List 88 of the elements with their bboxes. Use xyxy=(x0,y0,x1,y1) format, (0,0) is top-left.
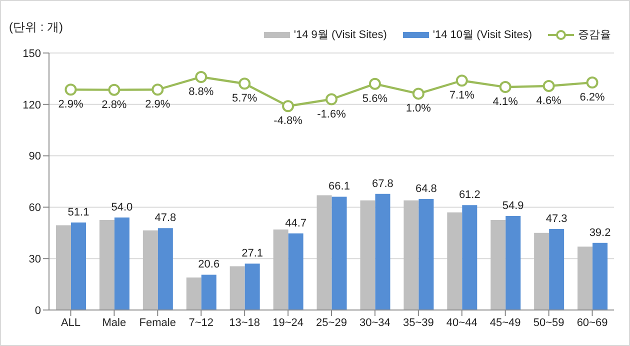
bar xyxy=(186,277,202,310)
y-tick-label: 90 xyxy=(28,150,41,163)
data-label: 39.2 xyxy=(589,226,611,239)
bar xyxy=(506,216,521,310)
legend-label: 증감율 xyxy=(578,28,611,42)
data-label: 4.1% xyxy=(492,96,518,108)
x-tick-label: 30~34 xyxy=(360,316,390,329)
point xyxy=(282,100,294,112)
bar xyxy=(316,195,332,310)
y-tick-label: 120 xyxy=(22,99,41,112)
x-tick-label: Male xyxy=(102,316,126,329)
point xyxy=(542,80,555,92)
bar xyxy=(375,194,390,310)
point xyxy=(64,84,77,96)
bar xyxy=(404,200,419,310)
data-label: 44.7 xyxy=(285,217,307,230)
data-label: 64.8 xyxy=(415,182,437,195)
point xyxy=(412,88,424,100)
data-label: 47.8 xyxy=(154,212,176,224)
x-tick-label: 13~18 xyxy=(229,316,260,329)
data-label: -1.6% xyxy=(317,108,346,120)
point xyxy=(499,81,512,94)
bar xyxy=(578,246,593,310)
y-tick-label: 30 xyxy=(28,254,41,266)
data-label: 5.6% xyxy=(362,92,388,105)
data-label: 47.3 xyxy=(546,212,568,225)
point xyxy=(108,84,120,96)
bar xyxy=(592,242,608,310)
point xyxy=(238,78,251,90)
x-tick-label: 19~24 xyxy=(272,316,304,329)
point xyxy=(586,76,598,89)
bar xyxy=(244,264,260,310)
bar xyxy=(201,274,216,310)
data-label: 7.1% xyxy=(449,90,475,102)
data-label: 1.0% xyxy=(406,102,432,115)
bar xyxy=(99,220,114,310)
data-label: 61.2 xyxy=(458,189,480,202)
point xyxy=(368,78,381,90)
bar xyxy=(142,230,158,310)
data-label: 2.9% xyxy=(145,98,170,111)
data-label: 4.6% xyxy=(536,94,562,107)
data-label: -4.8% xyxy=(274,115,303,128)
legend-label: '14 9월 (Visit Sites) xyxy=(294,28,387,42)
bar xyxy=(56,225,71,310)
y-axis-title: (단위 : 개) xyxy=(9,19,63,36)
bar xyxy=(273,229,288,310)
data-label: 54.0 xyxy=(111,201,133,214)
bar xyxy=(360,200,376,310)
bar xyxy=(418,198,434,310)
x-tick-label: 50~59 xyxy=(533,316,564,329)
x-tick-label: 25~29 xyxy=(316,316,347,329)
bar xyxy=(288,233,304,310)
y-tick-label: 0 xyxy=(34,304,41,317)
x-tick-label: 40~44 xyxy=(446,316,478,329)
data-label: 6.2% xyxy=(580,92,606,104)
x-tick-label: 7~12 xyxy=(188,316,214,329)
data-label: 51.1 xyxy=(68,206,90,218)
legend-label: '14 10월 (Visit Sites) xyxy=(432,28,532,42)
bar xyxy=(71,222,86,310)
x-tick-label: 60~69 xyxy=(576,316,608,329)
bar xyxy=(534,232,550,310)
point xyxy=(195,70,208,83)
data-label: 2.8% xyxy=(102,98,127,111)
x-tick-label: ALL xyxy=(60,316,81,329)
bar xyxy=(549,228,564,310)
data-label: 8.8% xyxy=(188,86,214,98)
x-tick-label: Female xyxy=(139,316,176,329)
point xyxy=(152,84,164,96)
x-tick-label: 45~49 xyxy=(490,316,521,329)
bar xyxy=(158,228,173,310)
data-label: 66.1 xyxy=(328,180,350,193)
bar xyxy=(230,266,245,310)
bar xyxy=(490,220,506,310)
bar xyxy=(114,217,130,310)
bar xyxy=(447,212,462,310)
data-label: 54.9 xyxy=(502,200,524,212)
data-label: 20.6 xyxy=(198,258,220,271)
x-tick-label: 35~39 xyxy=(402,316,434,329)
data-label: 5.7% xyxy=(232,92,258,105)
bar xyxy=(332,196,347,310)
y-tick-label: 60 xyxy=(28,202,41,214)
point xyxy=(326,93,338,106)
data-label: 67.8 xyxy=(372,178,394,190)
data-label: 2.9% xyxy=(58,98,84,111)
bar xyxy=(462,205,478,310)
data-label: 27.1 xyxy=(242,248,264,260)
point xyxy=(456,74,468,87)
y-tick-label: 150 xyxy=(22,48,41,60)
